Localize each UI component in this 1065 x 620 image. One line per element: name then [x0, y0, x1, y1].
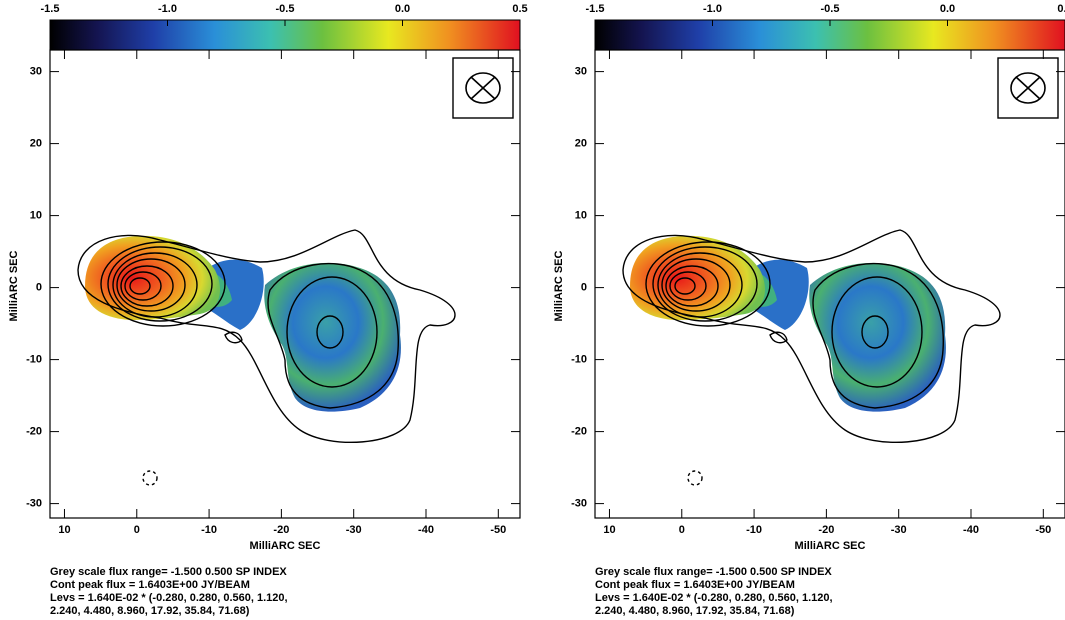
- y-axis-title: MilliARC SEC: [8, 251, 20, 322]
- x-tick-label: -20: [273, 524, 289, 536]
- x-tick-label: 10: [58, 524, 70, 536]
- y-tick-label: 0: [581, 282, 587, 294]
- y-tick-label: 20: [575, 138, 587, 150]
- colorbar-tick-label: -1.5: [586, 3, 605, 15]
- radio-map: [77, 57, 514, 486]
- colorbar-tick-label: 0.5: [512, 3, 527, 15]
- x-tick-label: 10: [603, 524, 615, 536]
- x-tick-label: -10: [201, 524, 217, 536]
- panels: -1.5 -1.0 -0.5 0.0 0.5 10 0 -10 -20 -30 -40 -50 30 20…: [8, 3, 1065, 617]
- y-tick-label: -10: [26, 354, 42, 366]
- x-tick-label: 0: [679, 524, 685, 536]
- plot-frame: [594, 49, 1065, 519]
- x-tick-label: -50: [1035, 524, 1051, 536]
- x-tick-label: -10: [746, 524, 762, 536]
- caption-line: 2.240, 4.480, 8.960, 17.92, 35.84, 71.68…: [50, 605, 250, 617]
- x-axis-title: MilliARC SEC: [795, 540, 866, 552]
- y-tick-label: 20: [30, 138, 42, 150]
- x-tick-label: -40: [963, 524, 979, 536]
- y-axis-title: MilliARC SEC: [553, 251, 565, 322]
- y-tick-label: -30: [26, 498, 42, 510]
- plot-frame: [49, 49, 521, 519]
- colorbar-tick-label: 0.0: [940, 3, 955, 15]
- x-axis-title: MilliARC SEC: [250, 540, 321, 552]
- colorbar-tick-label: 0.5: [1057, 3, 1065, 15]
- y-tick-label: -20: [26, 426, 42, 438]
- panel: -1.5 -1.0 -0.5 0.0 0.5 10 0 -10 -20 -30 -40 -50 30 20…: [553, 3, 1065, 617]
- x-tick-label: -40: [418, 524, 434, 536]
- y-tick-label: -30: [571, 498, 587, 510]
- y-tick-label: -20: [571, 426, 587, 438]
- colorbar-tick-label: -0.5: [276, 3, 295, 15]
- x-tick-label: -30: [346, 524, 362, 536]
- colorbar-tick-label: -1.5: [41, 3, 60, 15]
- y-tick-label: 10: [30, 210, 42, 222]
- caption-line: Grey scale flux range= -1.500 0.500 SP I…: [50, 566, 287, 578]
- x-tick-label: -50: [490, 524, 506, 536]
- caption-line: Cont peak flux = 1.6403E+00 JY/BEAM: [595, 579, 795, 591]
- caption-line: Levs = 1.640E-02 * (-0.280, 0.280, 0.560…: [595, 592, 833, 604]
- colorbar-tick-label: 0.0: [395, 3, 410, 15]
- colorbar-tick-label: -0.5: [821, 3, 840, 15]
- caption-line: Levs = 1.640E-02 * (-0.280, 0.280, 0.560…: [50, 592, 288, 604]
- colorbar-tick-label: -1.0: [158, 3, 177, 15]
- colorbar-tick-label: -1.0: [703, 3, 722, 15]
- y-tick-label: 10: [575, 210, 587, 222]
- caption-line: 2.240, 4.480, 8.960, 17.92, 35.84, 71.68…: [595, 605, 795, 617]
- caption-line: Grey scale flux range= -1.500 0.500 SP I…: [595, 566, 832, 578]
- x-tick-label: -30: [891, 524, 907, 536]
- x-tick-label: -20: [818, 524, 834, 536]
- y-tick-label: 30: [575, 66, 587, 78]
- caption-line: Cont peak flux = 1.6403E+00 JY/BEAM: [50, 579, 250, 591]
- y-tick-label: 30: [30, 66, 42, 78]
- y-tick-label: 0: [36, 282, 42, 294]
- x-tick-label: 0: [134, 524, 140, 536]
- panel: -1.5 -1.0 -0.5 0.0 0.5 10 0 -10 -20 -30 -40 -50 30 20…: [8, 3, 528, 617]
- y-tick-label: -10: [571, 354, 587, 366]
- radio-map: [622, 57, 1059, 486]
